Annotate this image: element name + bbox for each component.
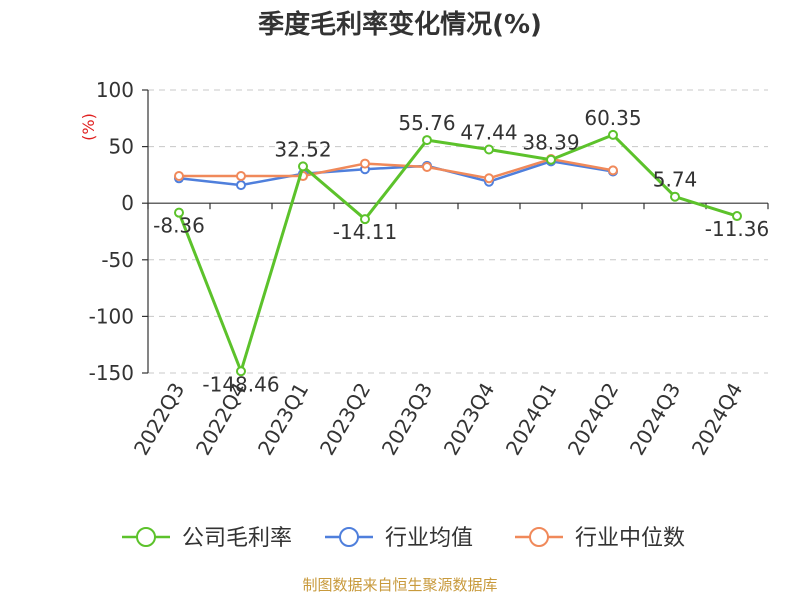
legend-label: 行业中位数 — [575, 526, 685, 551]
series-line-2 — [179, 157, 614, 180]
x-tick-label: 2023Q2 — [315, 379, 375, 460]
data-label: -11.36 — [705, 217, 769, 241]
data-point-0 — [236, 366, 246, 377]
y-tick-label: 0 — [121, 191, 134, 215]
data-point-0 — [670, 191, 680, 202]
y-tick-label: 50 — [109, 135, 134, 159]
y-tick-label: -50 — [101, 248, 134, 272]
y-axis-unit-label: (%) — [79, 113, 98, 141]
grid-lines — [148, 89, 768, 374]
x-tick-label: 2024Q2 — [563, 379, 623, 460]
data-label: 47.44 — [460, 120, 517, 144]
data-point-0 — [174, 207, 184, 218]
y-tick-label: 100 — [96, 78, 134, 102]
series-lines — [174, 129, 742, 377]
data-label: 5.74 — [653, 168, 698, 192]
data-label: -14.11 — [333, 220, 397, 244]
legend: 公司毛利率 行业均值 行业中位数 — [122, 526, 685, 551]
data-point-0 — [360, 214, 370, 225]
x-tick-label: 2023Q3 — [377, 379, 437, 460]
x-tick-label: 2024Q1 — [501, 379, 561, 460]
data-label: 32.52 — [274, 137, 331, 161]
y-axis-ticks: 100 50 0 -50 -100 -150 — [89, 78, 134, 385]
data-point-2 — [484, 173, 494, 184]
data-label: 38.39 — [522, 131, 579, 155]
series-line-0 — [177, 133, 738, 373]
x-tick-label: 2024Q3 — [625, 379, 685, 460]
legend-label: 行业均值 — [385, 526, 473, 551]
data-label: 55.76 — [398, 111, 455, 135]
legend-label: 公司毛利率 — [182, 526, 292, 551]
data-label: -148.46 — [202, 372, 279, 396]
data-point-0 — [484, 144, 494, 155]
data-point-0 — [422, 135, 432, 146]
data-label: 60.35 — [584, 106, 641, 130]
data-point-1 — [236, 180, 246, 191]
series-line-1 — [178, 160, 614, 187]
axes — [142, 89, 769, 374]
data-point-2 — [360, 158, 370, 169]
data-point-2 — [236, 171, 246, 182]
legend-marker — [136, 527, 156, 547]
data-point-2 — [422, 161, 432, 172]
data-point-0 — [608, 129, 618, 140]
x-tick-label: 2023Q4 — [439, 379, 499, 460]
chart-title: 季度毛利率变化情况(%) — [258, 9, 542, 40]
x-tick-label: 2024Q4 — [687, 379, 747, 460]
data-point-0 — [298, 161, 308, 172]
data-point-0 — [546, 154, 556, 165]
legend-marker — [339, 527, 359, 547]
x-tick-label: 2022Q3 — [129, 379, 189, 460]
y-tick-label: -100 — [89, 304, 134, 328]
legend-marker — [529, 527, 549, 547]
y-tick-label: -150 — [89, 361, 134, 385]
data-point-2 — [608, 165, 618, 176]
data-labels: -8.36 -148.46 32.52 -14.11 55.76 47.44 38.3960… — [153, 106, 769, 396]
source-note: 制图数据来自恒生聚源数据库 — [302, 576, 497, 594]
data-point-0 — [732, 211, 742, 222]
data-label: -8.36 — [153, 214, 205, 238]
data-point-2 — [174, 171, 184, 182]
